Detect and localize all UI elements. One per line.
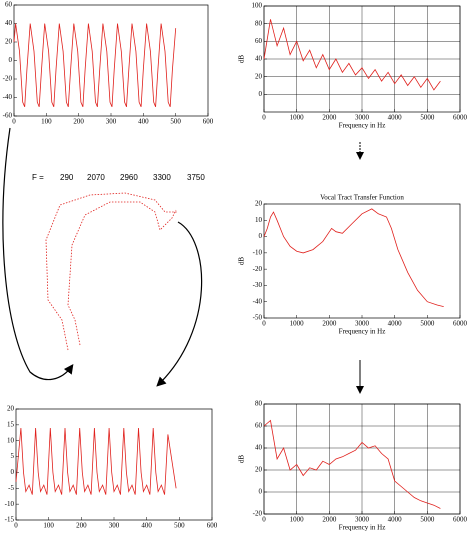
- y-tick-label: 5: [11, 452, 15, 460]
- x-tick-label: 0: [14, 522, 18, 530]
- x-tick-label: 200: [73, 118, 84, 126]
- y-tick-label: -50: [253, 314, 263, 322]
- x-tick-label: 2000: [322, 320, 337, 328]
- y-tick-label: -20: [253, 265, 263, 273]
- plot-frame: [15, 408, 213, 521]
- plot-frame: [263, 203, 461, 319]
- chart-title: Vocal Tract Transfer Function: [320, 194, 404, 202]
- arrow: [2, 127, 74, 381]
- x-tick-label: 4000: [388, 114, 403, 122]
- x-axis-label: Frequency in Hz: [339, 122, 386, 130]
- x-tick-label: 0: [262, 114, 266, 122]
- y-tick-label: 60: [255, 37, 263, 45]
- x-axis-label: Frequency in Hz: [339, 328, 386, 336]
- x-tick-label: 300: [106, 118, 117, 126]
- x-tick-label: 1000: [290, 516, 305, 524]
- y-tick-label: 20: [7, 405, 15, 413]
- x-tick-label: 3000: [355, 320, 370, 328]
- y-tick-label: 10: [7, 436, 15, 444]
- x-tick-label: 100: [41, 118, 52, 126]
- x-tick-label: 500: [174, 522, 185, 530]
- x-axis-label: Frequency in Hz: [339, 524, 386, 532]
- y-tick-label: 20: [5, 38, 13, 46]
- y-tick-label: -15: [5, 516, 15, 524]
- data-line: [13, 23, 177, 107]
- y-tick-label: 60: [5, 1, 13, 9]
- x-tick-label: 5000: [420, 516, 435, 524]
- x-tick-label: 400: [138, 118, 149, 126]
- data-line: [263, 208, 444, 307]
- arrow: [156, 221, 203, 387]
- x-tick-label: 300: [109, 522, 120, 530]
- y-tick-label: 80: [255, 19, 263, 27]
- y-tick-label: 0: [259, 232, 263, 240]
- data-line: [15, 427, 177, 495]
- x-tick-label: 1000: [290, 114, 305, 122]
- x-tick-label: 100: [43, 522, 54, 530]
- x-tick-label: 6000: [453, 114, 468, 122]
- y-tick-label: 0: [259, 488, 263, 496]
- data-line: [263, 419, 441, 509]
- y-tick-label: -10: [253, 248, 263, 256]
- plot-frame: [13, 4, 209, 117]
- formant-value: 2960: [120, 173, 138, 182]
- x-tick-label: 0: [12, 118, 16, 126]
- y-axis-label: dB: [238, 455, 246, 464]
- y-axis-label: dB: [238, 55, 246, 64]
- y-tick-label: 40: [5, 19, 13, 27]
- y-tick-label: 40: [255, 444, 263, 452]
- y-tick-label: 0: [259, 90, 263, 98]
- x-tick-label: 4000: [388, 516, 403, 524]
- x-tick-label: 3000: [355, 516, 370, 524]
- y-tick-label: 20: [255, 466, 263, 474]
- x-tick-label: 0: [262, 516, 266, 524]
- y-tick-label: 60: [255, 422, 263, 430]
- y-tick-label: -40: [3, 93, 13, 101]
- y-axis-label: dB: [238, 257, 246, 266]
- formant-value: 3750: [187, 173, 205, 182]
- formant-label: F =: [32, 173, 44, 182]
- y-tick-label: 40: [255, 55, 263, 63]
- x-tick-label: 1000: [290, 320, 305, 328]
- x-tick-label: 6000: [453, 320, 468, 328]
- x-tick-label: 2000: [322, 516, 337, 524]
- y-tick-label: 100: [252, 2, 263, 10]
- formant-value: 3300: [153, 173, 171, 182]
- x-tick-label: 500: [170, 118, 181, 126]
- y-tick-label: 15: [7, 420, 15, 428]
- y-tick-label: -20: [3, 75, 13, 83]
- x-tick-label: 5000: [420, 114, 435, 122]
- x-tick-label: 0: [262, 320, 266, 328]
- y-tick-label: 10: [255, 216, 263, 224]
- y-tick-label: 20: [255, 200, 263, 208]
- x-tick-label: 200: [76, 522, 87, 530]
- y-tick-label: -60: [3, 112, 13, 120]
- y-tick-label: -30: [253, 281, 263, 289]
- y-tick-label: 0: [9, 56, 13, 64]
- x-tick-label: 4000: [388, 320, 403, 328]
- y-tick-label: -40: [253, 297, 263, 305]
- formant-value: 290: [60, 173, 74, 182]
- y-tick-label: -20: [253, 510, 263, 518]
- x-tick-label: 400: [141, 522, 152, 530]
- y-tick-label: 80: [255, 400, 263, 408]
- x-tick-label: 3000: [355, 114, 370, 122]
- x-tick-label: 6000: [453, 516, 468, 524]
- y-tick-label: -10: [5, 500, 15, 508]
- y-tick-label: 20: [255, 72, 263, 80]
- x-tick-label: 600: [203, 118, 214, 126]
- y-tick-label: 0: [11, 468, 15, 476]
- x-tick-label: 2000: [322, 114, 337, 122]
- formant-value: 2070: [87, 173, 105, 182]
- y-tick-label: -5: [8, 484, 14, 492]
- x-tick-label: 5000: [420, 320, 435, 328]
- x-tick-label: 600: [207, 522, 218, 530]
- data-line: [263, 19, 441, 91]
- vocal-tract-outline: [45, 192, 178, 351]
